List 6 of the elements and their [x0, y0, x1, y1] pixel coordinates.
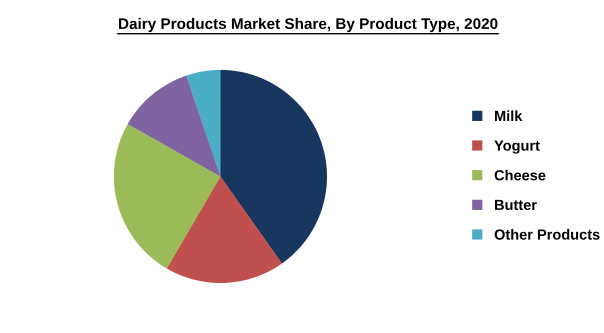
legend-label: Other Products: [494, 228, 600, 240]
legend-label: Cheese: [494, 170, 546, 180]
legend-label: Yogurt: [494, 140, 540, 154]
legend-label: Butter: [495, 200, 537, 210]
legend-label: Milk: [495, 110, 522, 121]
chart-title: Dairy Products Market Share, By Product Type, 2020: [119, 18, 498, 32]
